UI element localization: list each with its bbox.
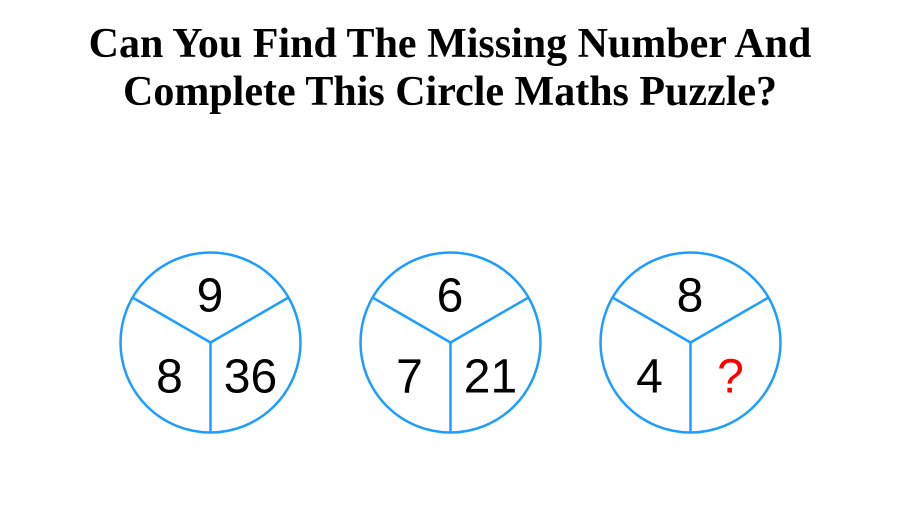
segment-top: 6 — [437, 268, 464, 323]
puzzle-circle-1: 98 36 — [118, 250, 303, 435]
puzzle-circle-3: 84? — [598, 250, 783, 435]
segment-bottom-right: 36 — [224, 349, 277, 404]
segment-bottom-right: ? — [717, 349, 744, 404]
segment-top: 8 — [677, 268, 704, 323]
segment-bottom-left: 7 — [396, 349, 423, 404]
segment-bottom-right: 21 — [464, 349, 517, 404]
segment-bottom-left: 4 — [636, 349, 663, 404]
puzzle-title: Can You Find The Missing Number And Comp… — [0, 20, 900, 117]
segment-top: 9 — [197, 268, 224, 323]
segment-bottom-left: 8 — [156, 349, 183, 404]
circles-container: 9836672184? — [0, 250, 900, 435]
puzzle-circle-2: 67 21 — [358, 250, 543, 435]
